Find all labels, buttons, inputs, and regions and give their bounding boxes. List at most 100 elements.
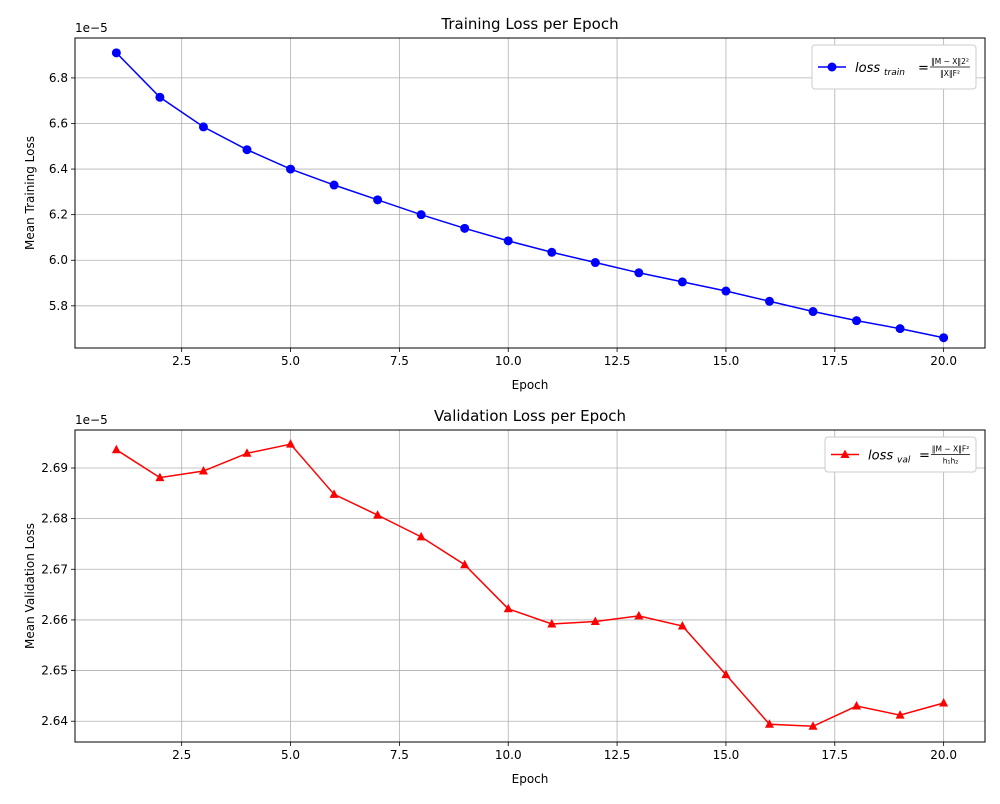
axes-frame [74, 429, 986, 743]
data-point [198, 122, 208, 132]
legend: loss train = ‖M − X‖2² ‖X‖F² [811, 44, 977, 90]
data-point [808, 307, 818, 317]
legend-label-eq: = [918, 61, 929, 76]
y-tick-label: 2.64 [41, 714, 68, 728]
data-point [895, 324, 905, 334]
x-tick-label: 7.5 [390, 354, 409, 368]
data-point [721, 286, 731, 296]
data-point [590, 616, 600, 625]
data-point [286, 164, 296, 174]
x-tick-label: 2.5 [172, 354, 191, 368]
y-tick-label: 6.4 [49, 162, 68, 176]
y-axis-label: Mean Training Loss [23, 136, 37, 250]
chart-0: 2.5 5.0 7.5 10.0 12.5 15.0 17.5 20.0 5.8 6.0 6.2 6.… [23, 15, 986, 392]
y-offset-text: 1e−5 [75, 413, 108, 427]
x-axis-label: Epoch [512, 378, 549, 392]
data-point [808, 721, 818, 730]
data-point [764, 296, 774, 306]
x-tick-label: 7.5 [390, 748, 409, 762]
data-point [547, 618, 557, 628]
legend-label-eq: = [919, 449, 930, 464]
data-point [373, 195, 383, 205]
y-tick-label: 6.0 [49, 253, 68, 267]
legend-box [824, 436, 977, 473]
legend-label-sub: train [884, 68, 905, 78]
data-point [242, 145, 252, 155]
data-point [286, 439, 296, 448]
data-point [721, 669, 731, 679]
data-point [547, 247, 557, 257]
x-tick-label: 12.5 [604, 354, 631, 368]
data-point [895, 710, 905, 719]
data-point [329, 489, 339, 498]
legend: loss val = ‖M − X‖F² h₁h₂ [824, 436, 977, 473]
data-point [198, 466, 208, 475]
y-tick-label: 2.68 [41, 512, 68, 526]
data-point [503, 603, 513, 613]
data-point [242, 448, 252, 457]
data-point [764, 719, 774, 728]
data-point [939, 333, 949, 343]
y-tick-label: 2.69 [41, 461, 68, 475]
data-point [111, 48, 121, 58]
legend-label-denominator: h₁h₂ [943, 457, 959, 466]
data-point [460, 559, 470, 569]
x-tick-label: 10.0 [495, 354, 522, 368]
data-point [416, 210, 426, 220]
axes-frame [74, 37, 986, 349]
x-tick-label: 17.5 [821, 748, 848, 762]
x-axis-label: Epoch [512, 772, 549, 786]
data-point [416, 531, 426, 541]
y-offset-text: 1e−5 [75, 21, 108, 35]
chart-title: Validation Loss per Epoch [434, 407, 626, 425]
x-tick-label: 5.0 [281, 748, 300, 762]
data-point [852, 316, 862, 326]
x-tick-label: 15.0 [713, 354, 740, 368]
data-point [634, 610, 644, 620]
y-tick-label: 6.2 [49, 208, 68, 222]
data-point [329, 180, 339, 190]
legend-label-numerator: ‖M − X‖2² [931, 57, 969, 66]
data-point [503, 236, 513, 246]
data-point [111, 444, 121, 454]
data-point [634, 268, 644, 278]
x-tick-label: 20.0 [930, 354, 957, 368]
x-tick-label: 17.5 [821, 354, 848, 368]
y-tick-label: 2.65 [41, 664, 68, 678]
data-point [373, 510, 383, 519]
data-point [677, 621, 687, 630]
x-tick-label: 15.0 [713, 748, 740, 762]
legend-marker [840, 449, 850, 458]
legend-label-main: loss [855, 61, 880, 76]
y-axis-label: Mean Validation Loss [23, 523, 37, 649]
data-point [155, 92, 165, 102]
chart-title: Training Loss per Epoch [440, 15, 618, 33]
x-tick-label: 20.0 [930, 748, 957, 762]
data-point [852, 701, 862, 710]
data-point [155, 472, 165, 482]
chart-1: 2.5 5.0 7.5 10.0 12.5 15.0 17.5 20.0 2.64 2.65 2.6… [23, 407, 986, 786]
data-point [677, 277, 687, 287]
y-tick-label: 6.8 [49, 71, 68, 85]
y-tick-label: 2.67 [41, 562, 68, 576]
legend-label-main: loss [868, 449, 893, 464]
x-tick-label: 10.0 [495, 748, 522, 762]
legend-label-numerator: ‖M − X‖F² [932, 445, 969, 454]
legend-label-denominator: ‖X‖F² [940, 69, 960, 78]
data-point [939, 698, 949, 707]
legend-marker [827, 62, 837, 72]
x-tick-label: 12.5 [604, 748, 631, 762]
y-tick-label: 5.8 [49, 299, 68, 313]
legend-box [811, 44, 977, 90]
y-tick-label: 6.6 [49, 116, 68, 130]
series-line [115, 52, 944, 339]
legend-label-sub: val [897, 456, 911, 466]
data-point [590, 258, 600, 268]
data-point [460, 223, 470, 233]
y-tick-label: 2.66 [41, 613, 68, 627]
x-tick-label: 2.5 [172, 748, 191, 762]
x-tick-label: 5.0 [281, 354, 300, 368]
series-line [115, 443, 944, 728]
